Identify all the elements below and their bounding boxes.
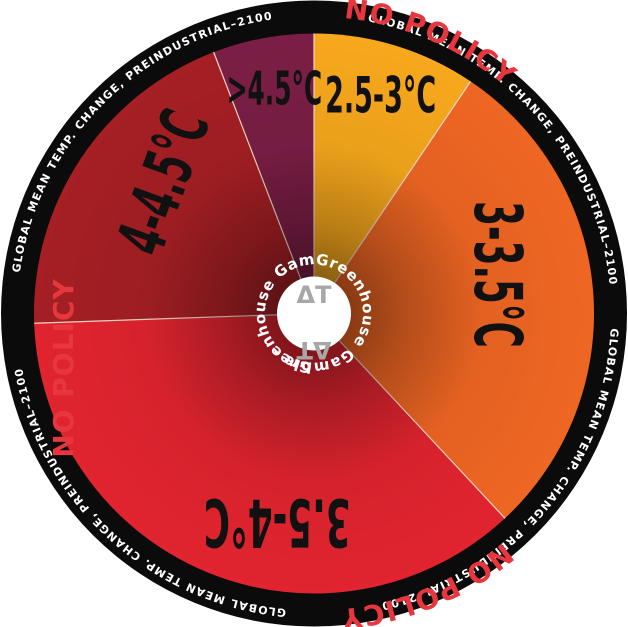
hub-delta-symbol-inverted: ΔT xyxy=(296,336,332,364)
slice-label-1: 2.5-3°C xyxy=(325,66,436,124)
rim-policy-label-left: NO POLICY xyxy=(47,278,80,457)
slice-label-2: 3-3.5°C xyxy=(459,201,537,348)
hub-disc xyxy=(277,276,351,351)
hub-delta-symbol: ΔT xyxy=(297,281,333,309)
slice-label-3: 3.5-4°C xyxy=(204,483,351,561)
slice-label-5: >4.5°C xyxy=(227,62,322,115)
